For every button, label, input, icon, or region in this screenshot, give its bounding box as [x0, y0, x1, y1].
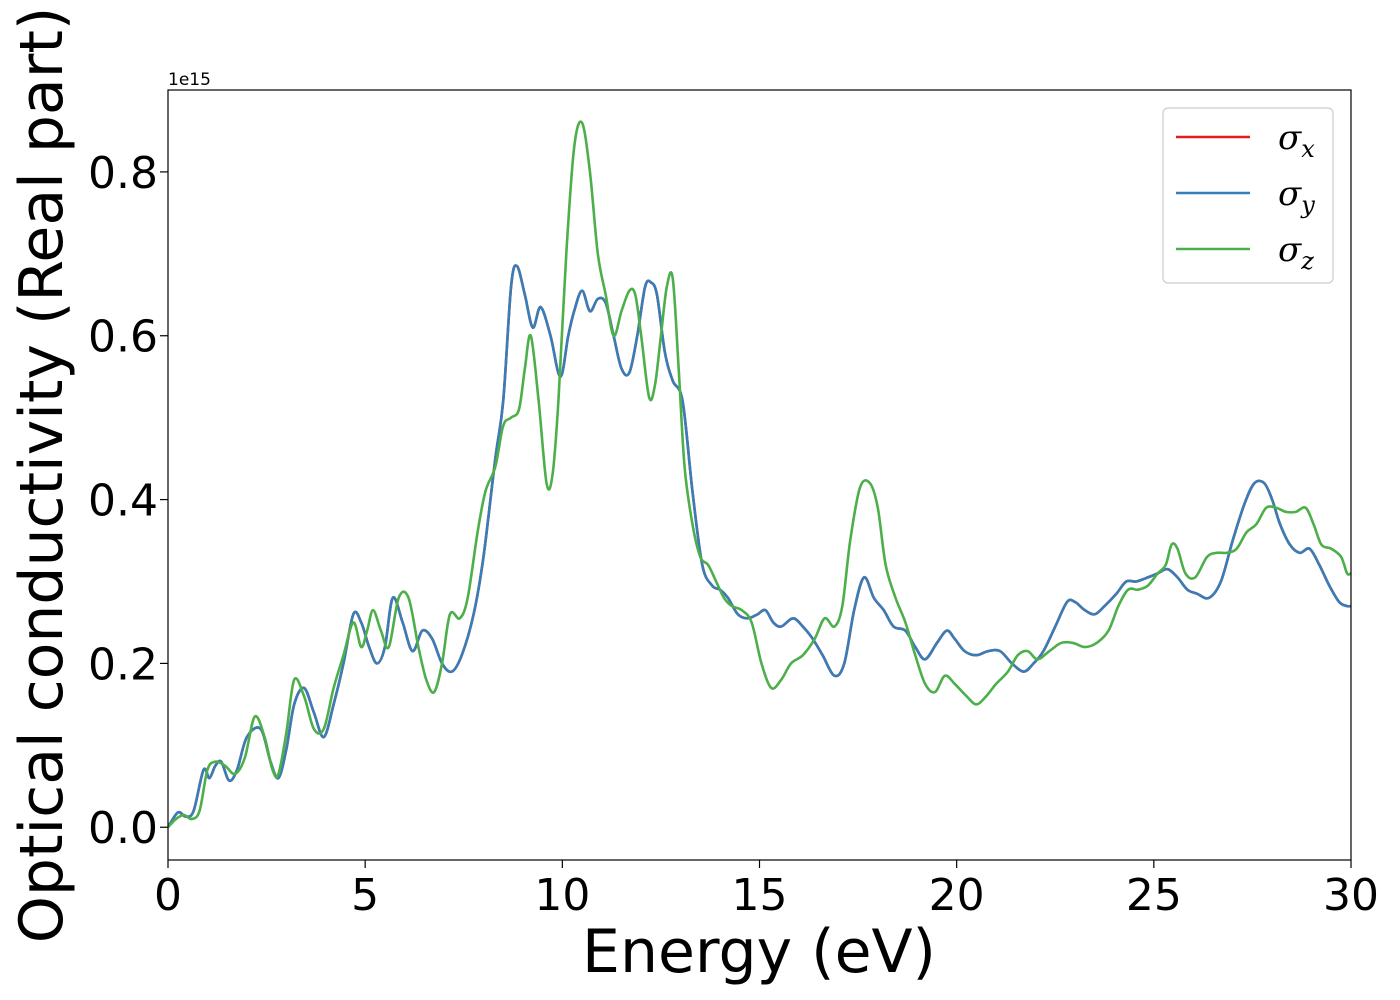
legend-symbol: σ [1278, 230, 1302, 270]
y-tick-label: 0.2 [88, 639, 158, 690]
plot-background [168, 90, 1351, 860]
x-tick-label: 30 [1323, 870, 1379, 921]
x-tick-label: 5 [351, 870, 379, 921]
legend-subscript: y [1300, 191, 1315, 219]
x-axis: 0 5 10 15 20 25 30 [154, 860, 1379, 921]
x-tick-label: 15 [732, 870, 788, 921]
x-axis-label: Energy (eV) [582, 917, 936, 987]
y-offset-label: 1e15 [168, 70, 211, 90]
legend-box [1162, 107, 1334, 284]
legend-label-x: σx [1278, 118, 1315, 163]
x-tick-label: 20 [929, 870, 985, 921]
y-axis-label: Optical conductivity (Real part) [7, 7, 77, 944]
legend-subscript: z [1300, 247, 1314, 275]
y-tick-label: 0.4 [88, 476, 158, 527]
legend-label-z: σz [1278, 230, 1314, 275]
x-tick-label: 25 [1126, 870, 1182, 921]
legend-symbol: σ [1278, 174, 1302, 214]
y-tick-label: 0.8 [88, 148, 158, 199]
legend-subscript: x [1301, 135, 1315, 163]
series-line-z [168, 120, 1351, 829]
y-tick-label: 0.6 [88, 312, 158, 363]
y-axis: 0.0 0.2 0.4 0.6 0.8 [88, 148, 168, 854]
x-tick-label: 0 [154, 870, 182, 921]
series-layer [168, 120, 1351, 829]
y-tick-label: 0.0 [88, 803, 158, 854]
x-tick-label: 10 [534, 870, 590, 921]
series-line-y [168, 264, 1351, 828]
legend-label-y: σy [1278, 174, 1315, 219]
legend-symbol: σ [1278, 118, 1302, 158]
